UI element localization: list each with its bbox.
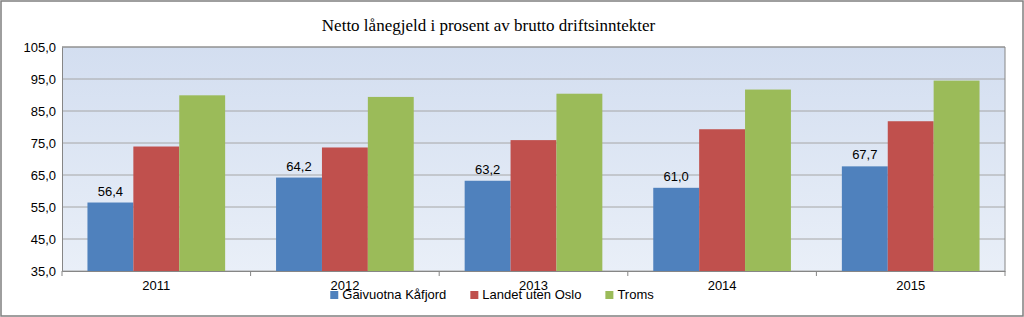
bar — [699, 129, 745, 271]
legend: Gaivuotna Kåfjord Landet uten Oslo Troms — [330, 287, 654, 302]
bar — [842, 166, 888, 271]
data-label: 56,4 — [98, 184, 123, 199]
y-tick: 95,0 — [31, 72, 62, 87]
legend-label: Landet uten Oslo — [482, 287, 581, 302]
bar — [745, 90, 791, 271]
bar — [511, 140, 557, 271]
y-tick-label: 55,0 — [31, 200, 56, 215]
x-axis-line — [63, 271, 1006, 272]
legend-swatch — [330, 291, 338, 299]
x-separator — [439, 271, 440, 276]
y-tick: 55,0 — [31, 200, 62, 215]
plot-frame — [62, 47, 1005, 271]
bar — [179, 95, 225, 271]
x-separator — [627, 271, 628, 276]
legend-item: Landet uten Oslo — [470, 287, 581, 302]
y-tick-label: 105,0 — [23, 40, 56, 55]
grid — [62, 47, 1005, 271]
y-tick: 85,0 — [31, 104, 62, 119]
x-separator — [1005, 271, 1006, 276]
y-tick-label: 45,0 — [31, 232, 56, 247]
bar — [368, 97, 414, 271]
y-tick-label: 75,0 — [31, 136, 56, 151]
data-labels: 56,4 64,2 63,2 61,0 67,7 — [98, 147, 878, 198]
x-tick: 2014 — [708, 271, 737, 293]
legend-label: Troms — [617, 287, 654, 302]
legend-item: Gaivuotna Kåfjord — [330, 287, 446, 302]
bars — [87, 81, 979, 271]
data-label: 67,7 — [852, 147, 877, 162]
legend-label: Gaivuotna Kåfjord — [342, 287, 446, 302]
x-separator — [250, 271, 251, 276]
legend-item: Troms — [605, 287, 654, 302]
chart-frame — [1, 1, 1023, 316]
legend-swatch — [605, 291, 613, 299]
x-tick: 2015 — [896, 271, 925, 293]
bar — [133, 147, 179, 271]
y-tick: 65,0 — [31, 168, 62, 183]
bar — [556, 94, 602, 271]
bar — [276, 178, 322, 271]
y-tick-label: 65,0 — [31, 168, 56, 183]
data-label: 63,2 — [475, 162, 500, 177]
bar — [934, 81, 980, 271]
y-tick: 75,0 — [31, 136, 62, 151]
x-separator — [62, 271, 63, 276]
y-tick: 35,0 — [31, 264, 62, 279]
x-separator — [816, 271, 817, 276]
y-tick-label: 95,0 — [31, 72, 56, 87]
bar — [465, 181, 511, 271]
y-tick-label: 85,0 — [31, 104, 56, 119]
bar — [322, 147, 368, 271]
bar — [87, 203, 133, 271]
bar — [888, 121, 934, 271]
x-tick-label: 2015 — [896, 278, 925, 293]
chart-title: Netto lånegjeld i prosent av brutto drif… — [322, 16, 656, 35]
y-tick-label: 35,0 — [31, 264, 56, 279]
legend-swatch — [470, 291, 478, 299]
x-separators — [62, 271, 1005, 276]
bar — [653, 188, 699, 271]
y-axis: 35,0 45,0 55,0 65,0 75,0 85,0 95,0 105,0 — [23, 40, 62, 279]
x-tick-label: 2014 — [708, 278, 737, 293]
y-tick: 45,0 — [31, 232, 62, 247]
data-label: 61,0 — [664, 169, 689, 184]
data-label: 64,2 — [286, 159, 311, 174]
x-tick: 2011 — [142, 271, 170, 293]
grid-line — [62, 79, 1005, 80]
chart: Netto lånegjeld i prosent av brutto drif… — [0, 0, 1024, 317]
y-tick: 105,0 — [23, 40, 62, 55]
y-axis-line — [62, 48, 63, 272]
x-tick-label: 2011 — [142, 278, 170, 293]
plot-area — [62, 47, 1005, 271]
